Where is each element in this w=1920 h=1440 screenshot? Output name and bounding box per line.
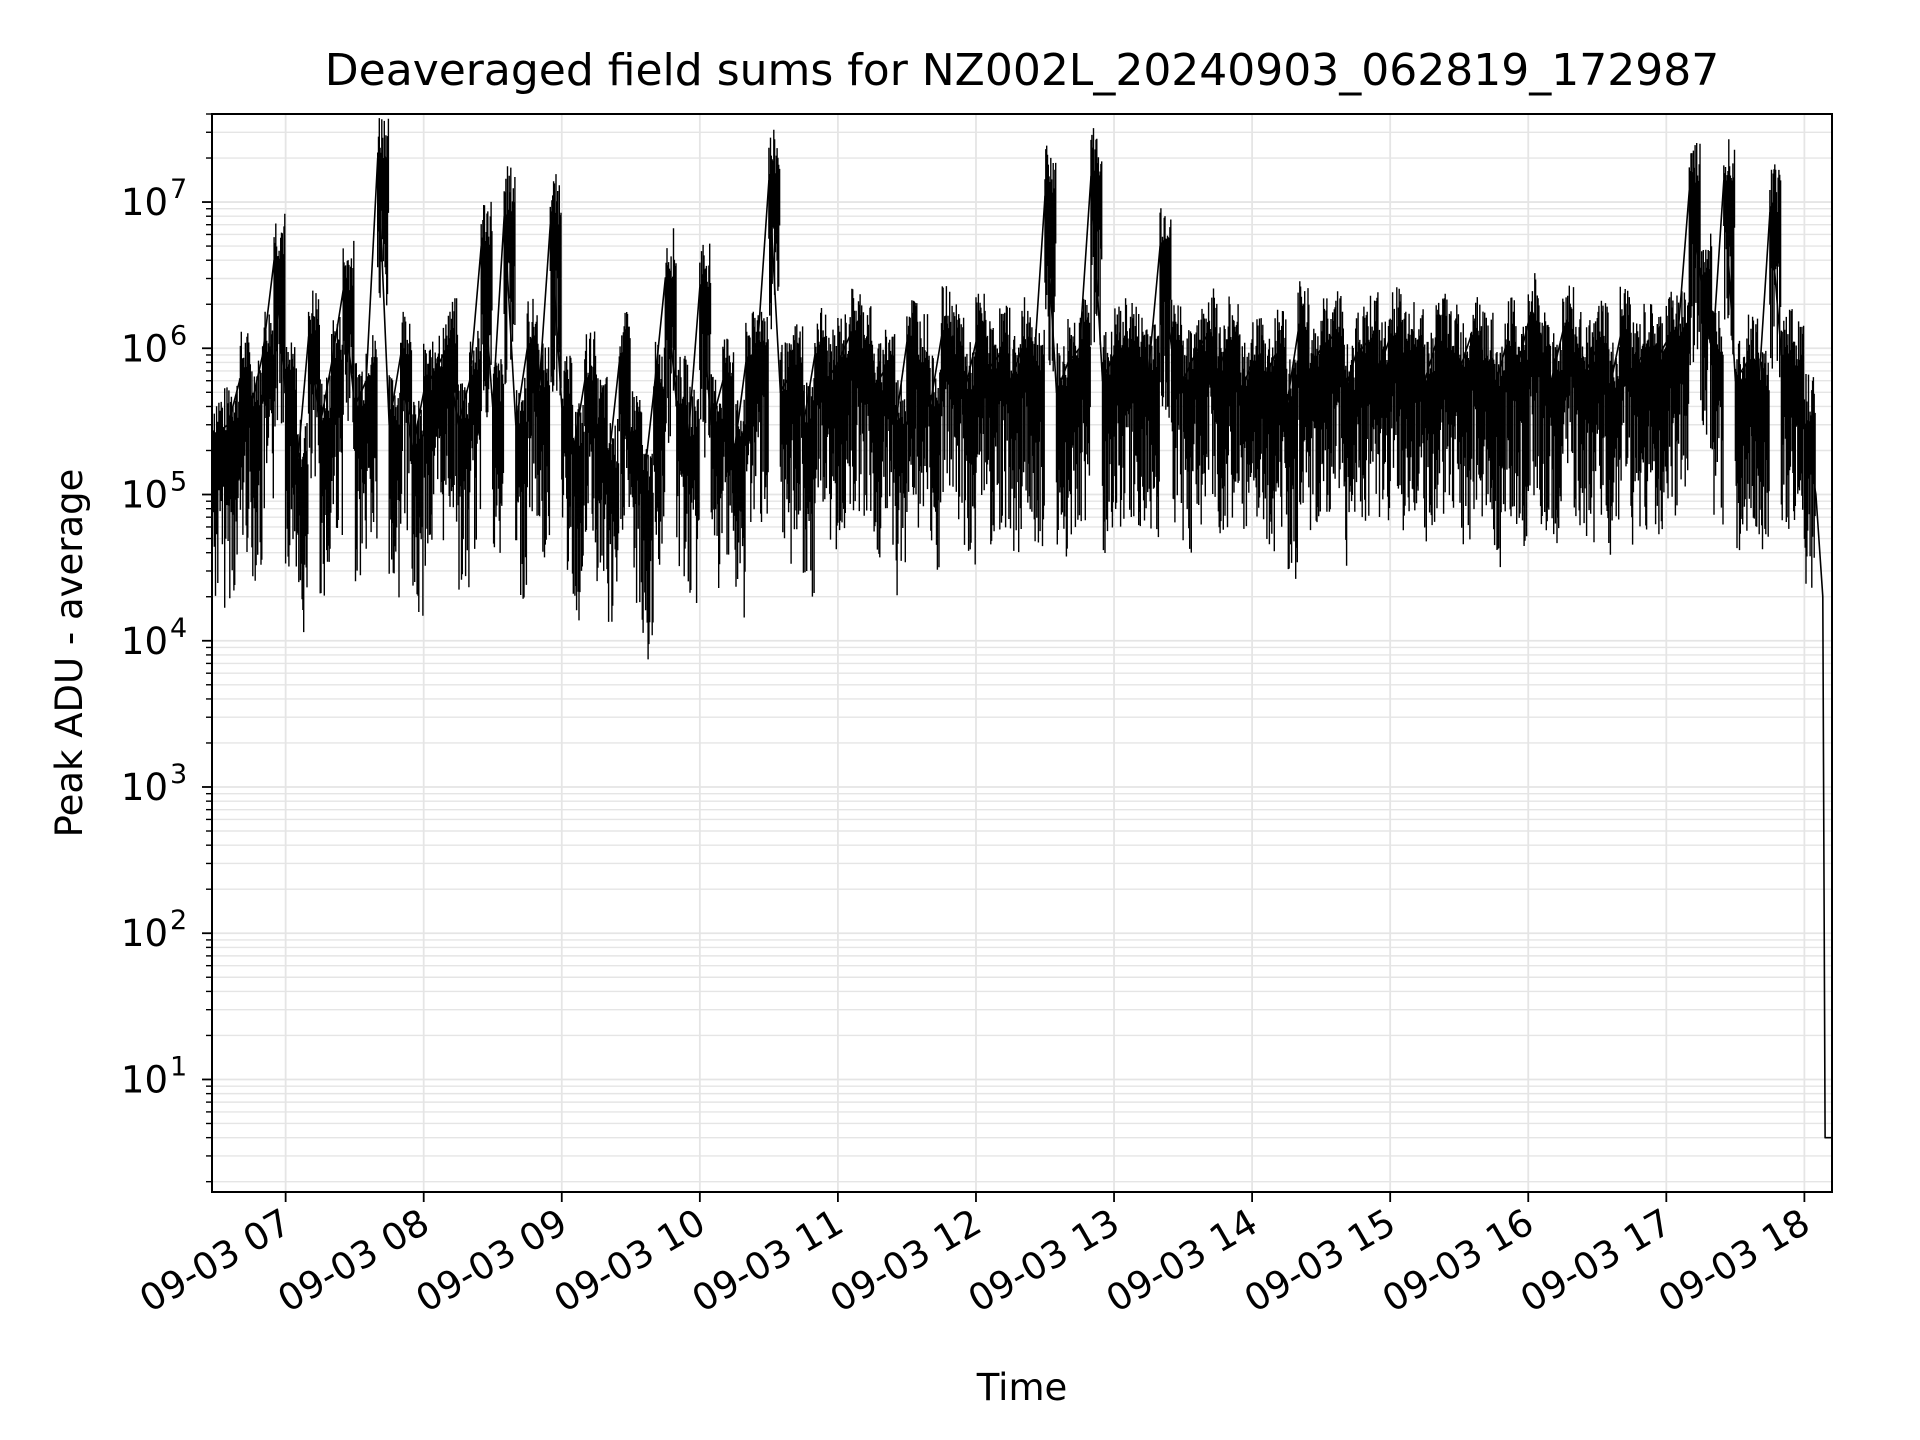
plot-background bbox=[212, 114, 1832, 1192]
x-axis-label: Time bbox=[976, 1366, 1068, 1409]
y-tick-base: 10 bbox=[121, 327, 168, 370]
y-tick-base: 10 bbox=[121, 474, 168, 517]
y-tick-base: 10 bbox=[121, 766, 168, 809]
major-grid bbox=[212, 114, 1832, 1192]
y-tick-base: 10 bbox=[121, 181, 168, 224]
y-tick-base: 10 bbox=[121, 1058, 168, 1101]
plot-frame bbox=[211, 113, 1833, 1193]
y-tick-label: 10 bbox=[121, 912, 168, 955]
y-tick-base: 10 bbox=[121, 620, 168, 663]
y-tick-exponent: 4 bbox=[170, 613, 187, 644]
y-tick-base: 10 bbox=[121, 912, 168, 955]
y-tick-label: 10 bbox=[121, 1058, 168, 1101]
y-tick-label: 10 bbox=[121, 620, 168, 663]
y-tick-exponent: 3 bbox=[170, 759, 187, 790]
y-tick-exponent: 1 bbox=[170, 1051, 187, 1082]
y-tick-exponent: 5 bbox=[170, 467, 187, 498]
y-tick-label: 10 bbox=[121, 766, 168, 809]
y-tick-exponent: 7 bbox=[170, 174, 187, 205]
y-axis-label: Peak ADU - average bbox=[48, 469, 91, 838]
y-tick-label: 10 bbox=[121, 181, 168, 224]
y-tick-label: 10 bbox=[121, 327, 168, 370]
chart-title: Deaveraged field sums for NZ002L_2024090… bbox=[325, 45, 1719, 96]
y-tick-exponent: 2 bbox=[170, 905, 187, 936]
y-tick-exponent: 6 bbox=[170, 320, 187, 351]
y-tick-label: 10 bbox=[121, 474, 168, 517]
